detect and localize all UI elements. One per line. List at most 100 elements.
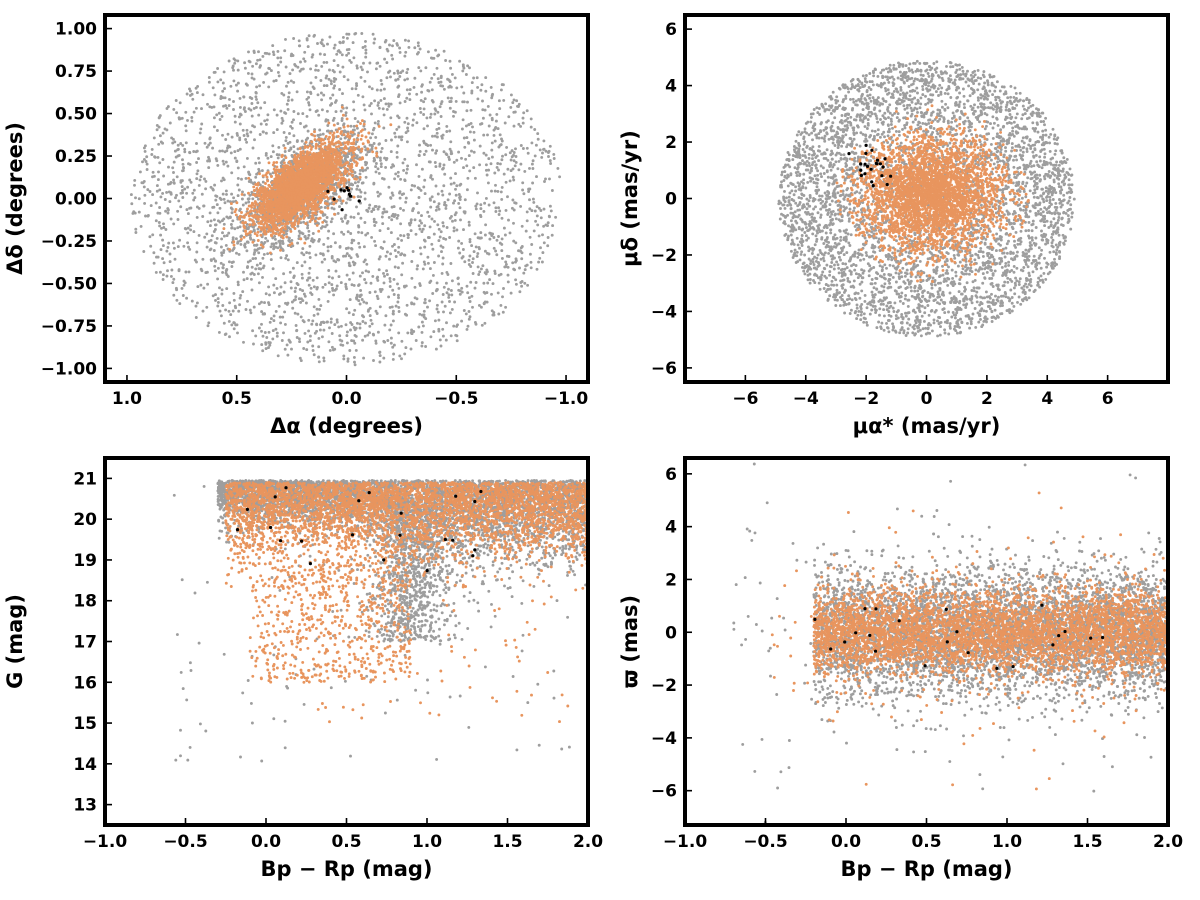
- data-point: [295, 328, 299, 332]
- data-point: [415, 267, 419, 271]
- data-point: [214, 198, 218, 202]
- data-point: [261, 130, 265, 134]
- data-point: [465, 164, 469, 168]
- data-point: [422, 185, 426, 189]
- data-point: [422, 100, 426, 104]
- data-point: [295, 336, 299, 339]
- data-point: [328, 35, 332, 39]
- data-point: [256, 101, 260, 105]
- data-point: [322, 359, 326, 363]
- data-point: [318, 128, 322, 132]
- data-point: [268, 293, 271, 297]
- data-point: [405, 116, 409, 120]
- data-point: [280, 339, 284, 342]
- data-point: [299, 315, 303, 319]
- data-point: [239, 293, 243, 297]
- data-point: [252, 106, 256, 110]
- data-point: [252, 305, 256, 309]
- data-point: [222, 321, 226, 325]
- data-point: [238, 303, 242, 307]
- data-point: [391, 345, 395, 349]
- data-point: [346, 132, 350, 136]
- data-point: [156, 211, 160, 215]
- data-point: [342, 232, 346, 236]
- data-point: [332, 80, 336, 83]
- data-point: [312, 285, 316, 289]
- data-point: [161, 273, 165, 277]
- data-point: [341, 219, 345, 223]
- data-point: [336, 64, 340, 67]
- data-point: [238, 105, 242, 109]
- data-point: [441, 256, 445, 260]
- data-point: [249, 130, 253, 134]
- data-point: [180, 185, 184, 189]
- data-point: [390, 191, 394, 195]
- data-point: [383, 323, 387, 327]
- data-point: [347, 47, 351, 51]
- data-point: [396, 170, 400, 174]
- data-point: [230, 265, 234, 268]
- data-point: [246, 260, 250, 264]
- data-point: [222, 222, 226, 226]
- data-point: [402, 284, 406, 288]
- data-point: [385, 273, 389, 276]
- data-point: [246, 134, 250, 138]
- data-point: [206, 282, 210, 286]
- data-point: [301, 149, 305, 153]
- data-point: [312, 313, 316, 317]
- data-point: [374, 162, 378, 165]
- data-point: [352, 124, 356, 128]
- data-point: [378, 192, 382, 196]
- data-point: [427, 236, 431, 240]
- data-point: [195, 177, 199, 181]
- data-point: [437, 53, 441, 57]
- data-point: [419, 98, 423, 102]
- data-point: [352, 56, 356, 60]
- data-point: [316, 93, 320, 97]
- data-point: [408, 88, 412, 92]
- data-point: [314, 110, 318, 113]
- data-point: [246, 197, 250, 201]
- data-point: [251, 64, 255, 68]
- data-point: [267, 85, 271, 89]
- data-point: [508, 231, 512, 235]
- data-point: [195, 241, 199, 245]
- data-point: [447, 78, 451, 82]
- data-point: [393, 249, 397, 252]
- data-point: [396, 266, 400, 270]
- data-point: [267, 330, 271, 334]
- data-point: [245, 240, 249, 244]
- data-point: [249, 311, 253, 315]
- data-point: [373, 121, 377, 125]
- data-point: [521, 188, 525, 192]
- data-point: [154, 270, 158, 274]
- data-point: [546, 244, 550, 248]
- data-point: [406, 77, 409, 81]
- data-point: [284, 256, 288, 260]
- data-point: [145, 168, 149, 171]
- data-point: [417, 174, 421, 178]
- data-point: [508, 179, 512, 183]
- data-point: [500, 137, 503, 141]
- data-point: [222, 162, 226, 166]
- data-point: [399, 71, 403, 75]
- data-point: [376, 190, 380, 194]
- data-point: [462, 91, 466, 95]
- data-point: [340, 217, 343, 221]
- data-point: [166, 208, 170, 212]
- data-point: [437, 207, 441, 211]
- data-point: [423, 245, 427, 249]
- data-point: [512, 208, 516, 212]
- data-point: [221, 133, 224, 137]
- data-point: [338, 70, 342, 74]
- data-point: [308, 256, 312, 259]
- data-point: [230, 135, 234, 139]
- data-point: [327, 290, 331, 294]
- data-point: [196, 169, 200, 173]
- data-point: [209, 259, 213, 262]
- data-point: [359, 216, 363, 220]
- data-point: [394, 78, 398, 82]
- data-point: [395, 150, 399, 154]
- data-point: [174, 155, 178, 159]
- data-point: [341, 199, 345, 203]
